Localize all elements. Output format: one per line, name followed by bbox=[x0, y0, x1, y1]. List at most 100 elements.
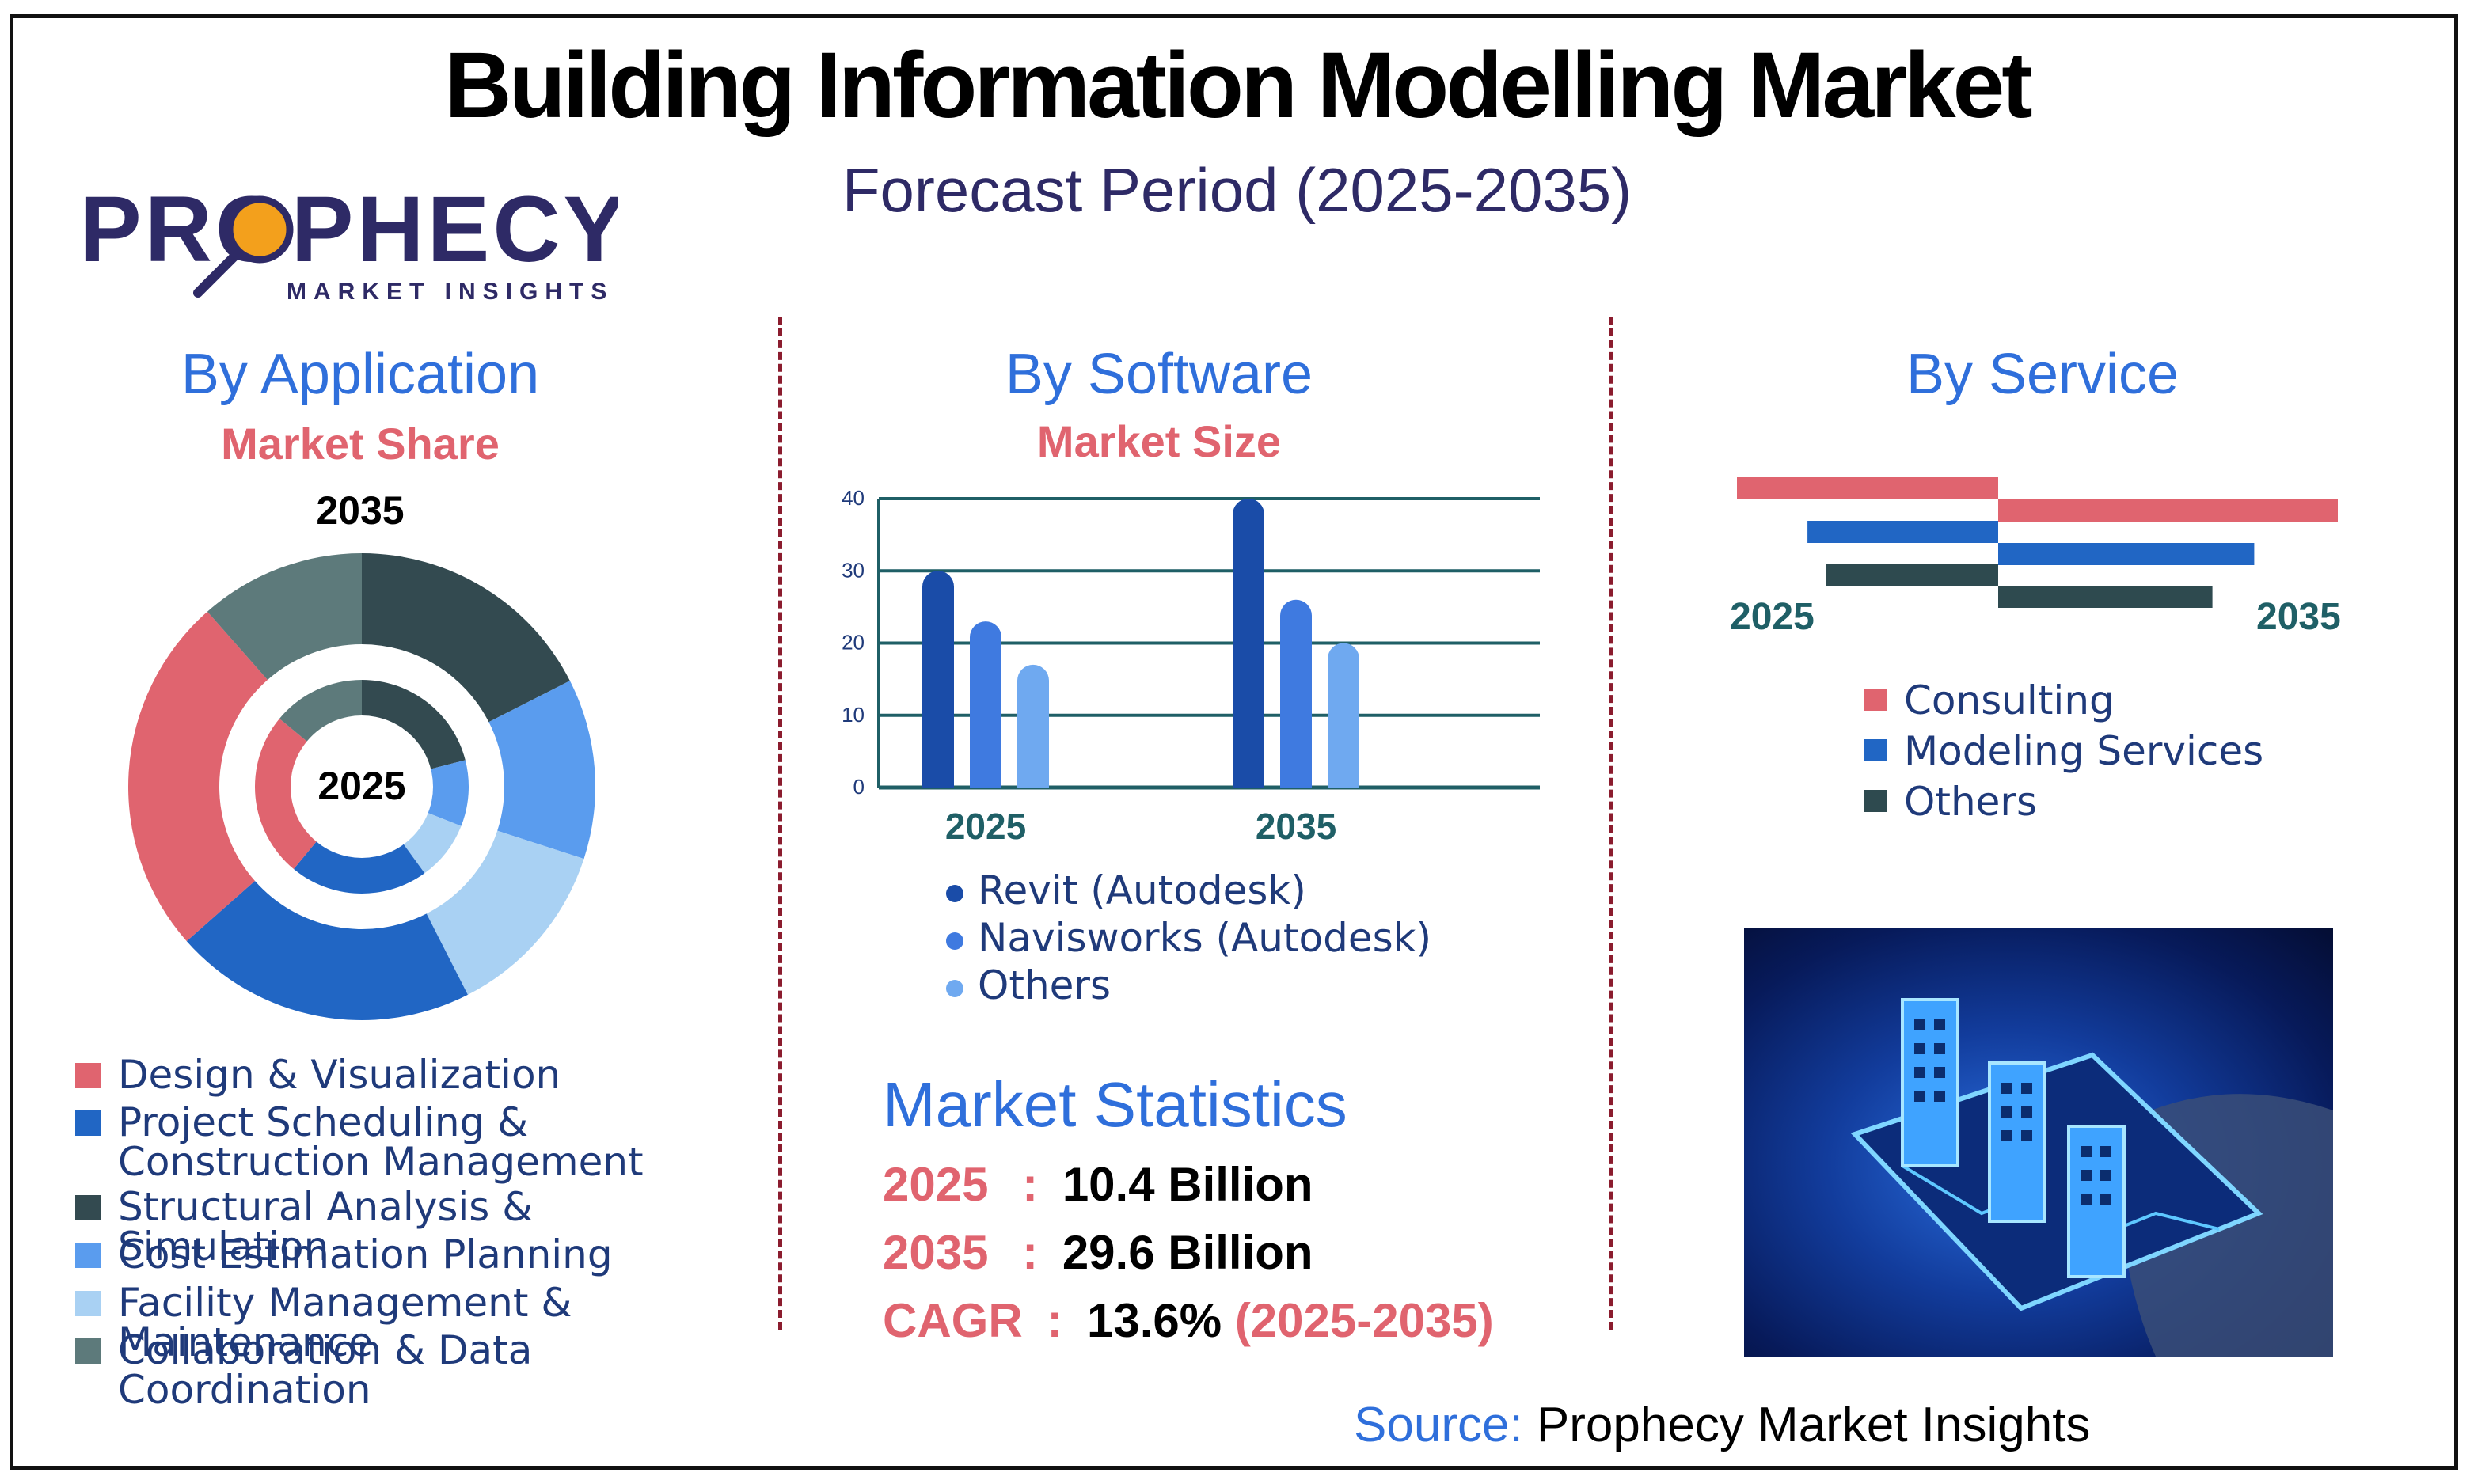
magnifier-icon bbox=[226, 195, 294, 264]
y-tick-label: 40 bbox=[842, 486, 865, 510]
software-x-labels: 2025 2035 bbox=[945, 806, 1336, 847]
stat-row-2035: 2035 : 29.6 Billion bbox=[883, 1225, 1313, 1280]
outer-frame bbox=[10, 14, 2458, 1470]
legend-swatch bbox=[1864, 790, 1887, 812]
donut-slice-2035-4 bbox=[127, 611, 268, 942]
bar-2025-0 bbox=[922, 571, 954, 788]
stat-key: 2025 bbox=[883, 1158, 989, 1211]
divider-right bbox=[1609, 317, 1613, 1330]
logo-tagline: MARKET INSIGHTS bbox=[287, 279, 614, 305]
legend-swatch bbox=[75, 1243, 101, 1268]
software-heading: By Software bbox=[1005, 343, 1313, 406]
legend-swatch bbox=[75, 1063, 101, 1088]
y-tick-label: 20 bbox=[842, 631, 865, 655]
software-bars bbox=[922, 499, 1359, 788]
service-year-left: 2025 bbox=[1730, 596, 1815, 638]
legend-swatch bbox=[75, 1338, 101, 1364]
stat-value: 29.6 Billion bbox=[1062, 1226, 1313, 1279]
legend-item-facility-management: Facility Management & Maintenance bbox=[75, 1283, 756, 1362]
legend-label: Design & Visualization bbox=[118, 1052, 561, 1098]
application-subheading: Market Share bbox=[221, 419, 500, 469]
donut-slice-2035-5 bbox=[207, 553, 362, 680]
main-title: Building Information Modelling Market bbox=[444, 33, 2032, 138]
stat-row-cagr: CAGR : 13.6% (2025-2035) bbox=[883, 1293, 1494, 1348]
donut-outer-ring bbox=[127, 553, 595, 1021]
legend-label: Structural Analysis & Simulation bbox=[118, 1184, 534, 1270]
legend-label: Cost Estimation Planning bbox=[118, 1232, 613, 1277]
source-line: Source: Prophecy Market Insights bbox=[1354, 1397, 2090, 1453]
service-bar-2025-0 bbox=[1737, 477, 1998, 499]
service-bar-2035-0 bbox=[1998, 499, 2338, 522]
stat-separator: : bbox=[1022, 1226, 1039, 1279]
application-heading: By Application bbox=[181, 343, 540, 406]
legend-item-structural-analysis: Structural Analysis & Simulation bbox=[75, 1187, 748, 1266]
building-icon bbox=[2067, 1125, 2126, 1278]
legend-label: Facility Management & Maintenance bbox=[118, 1280, 572, 1365]
donut-inner-ring bbox=[254, 680, 469, 894]
bar-2025-2 bbox=[1017, 664, 1049, 788]
illustration-graphic bbox=[1850, 998, 2333, 1357]
legend-item-project-scheduling: Project Scheduling & Construction Manage… bbox=[75, 1103, 748, 1182]
legend-item-navisworks: Navisworks (Autodesk) bbox=[946, 918, 1431, 958]
source-text: Prophecy Market Insights bbox=[1536, 1398, 2091, 1452]
inner-ring-year-label: 2025 bbox=[317, 764, 405, 808]
stat-extra: (2025-2035) bbox=[1234, 1294, 1494, 1347]
y-tick-label: 0 bbox=[853, 775, 865, 799]
legend-swatch bbox=[75, 1195, 101, 1220]
donut-slice-2035-1 bbox=[488, 681, 595, 860]
bar-2035-0 bbox=[1233, 499, 1264, 788]
outer-ring-year-label: 2035 bbox=[316, 488, 405, 533]
legend-item-revit: Revit (Autodesk) bbox=[946, 871, 1306, 910]
legend-swatch bbox=[75, 1291, 101, 1316]
legend-dot bbox=[946, 932, 963, 950]
legend-item-software-others: Others bbox=[946, 966, 1111, 1005]
building-icon bbox=[1988, 1061, 2046, 1223]
y-tick-label: 10 bbox=[842, 703, 865, 727]
legend-item-modeling-services: Modeling Services bbox=[1864, 731, 2263, 771]
building-icon bbox=[1901, 998, 1959, 1167]
legend-label: Others bbox=[1904, 779, 2038, 825]
y-tick-label: 30 bbox=[842, 558, 865, 582]
legend-swatch bbox=[1864, 689, 1887, 711]
service-heading: By Service bbox=[1906, 343, 2179, 406]
source-label: Source: bbox=[1354, 1398, 1523, 1452]
legend-dot bbox=[946, 980, 963, 997]
stat-separator: : bbox=[1022, 1158, 1039, 1211]
prophecy-logo: PROPHECY MARKET INSIGHTS bbox=[79, 182, 618, 305]
x-category-label: 2025 bbox=[945, 806, 1026, 847]
donut-slice-2035-3 bbox=[186, 881, 468, 1021]
service-year-right: 2035 bbox=[2256, 596, 2341, 638]
bar-2035-1 bbox=[1280, 599, 1312, 788]
donut-slice-2035-2 bbox=[426, 830, 584, 995]
software-bar-chart: 0 10 20 30 40 2025 2035 bbox=[842, 486, 1540, 847]
legend-item-collaboration: Collaboration & Data Coordination bbox=[75, 1330, 748, 1410]
bar-2025-1 bbox=[970, 621, 1001, 788]
sub-title: Forecast Period (2025-2035) bbox=[842, 155, 1632, 225]
stat-value: 13.6% bbox=[1087, 1294, 1222, 1347]
legend-label: Navisworks (Autodesk) bbox=[978, 915, 1432, 961]
stat-separator: : bbox=[1047, 1294, 1063, 1347]
service-bar-2025-1 bbox=[1807, 521, 1998, 543]
legend-label: Collaboration & Data Coordination bbox=[118, 1327, 533, 1413]
legend-dot bbox=[946, 885, 963, 902]
stat-key: CAGR bbox=[883, 1294, 1023, 1347]
bar-2035-2 bbox=[1328, 643, 1359, 788]
legend-item-service-others: Others bbox=[1864, 782, 2037, 822]
stat-key: 2035 bbox=[883, 1226, 989, 1279]
legend-label: Modeling Services bbox=[1904, 728, 2264, 774]
donut-center-hole bbox=[291, 715, 433, 858]
legend-swatch bbox=[1864, 739, 1887, 761]
legend-item-consulting: Consulting bbox=[1864, 681, 2115, 720]
donut-slice-2035-0 bbox=[362, 553, 570, 723]
service-bar-2035-2 bbox=[1998, 586, 2213, 608]
building-windows bbox=[1914, 1019, 2111, 1205]
x-category-label: 2035 bbox=[1256, 806, 1336, 847]
legend-label: Others bbox=[978, 962, 1112, 1008]
legend-swatch bbox=[75, 1110, 101, 1136]
smartphone-city-illustration bbox=[1744, 928, 2333, 1357]
legend-label: Project Scheduling & Construction Manage… bbox=[118, 1099, 644, 1185]
software-subheading: Market Size bbox=[1036, 416, 1282, 466]
service-bar-chart bbox=[1737, 477, 2338, 608]
legend-label: Revit (Autodesk) bbox=[978, 867, 1306, 913]
